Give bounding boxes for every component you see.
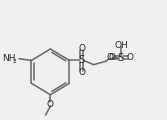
Text: OH: OH — [114, 41, 128, 50]
Text: S: S — [118, 53, 124, 63]
Text: S: S — [78, 55, 85, 65]
Text: 2: 2 — [13, 59, 16, 64]
Text: NH: NH — [2, 54, 16, 63]
Text: O: O — [47, 100, 54, 109]
Text: O: O — [127, 53, 134, 62]
Text: O: O — [78, 68, 85, 77]
Text: O: O — [106, 53, 113, 62]
Text: O: O — [108, 53, 115, 62]
Text: O: O — [78, 44, 85, 53]
